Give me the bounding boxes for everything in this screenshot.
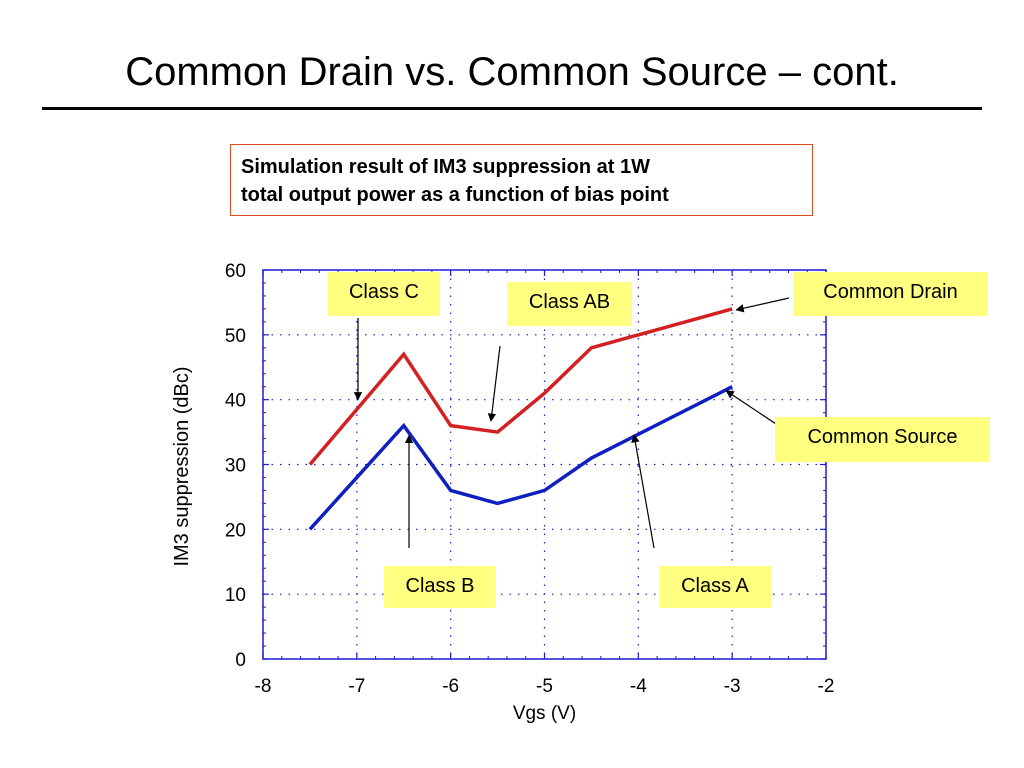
x-tick-label: -3 <box>724 676 741 697</box>
x-tick-label: -6 <box>442 676 459 697</box>
slide-title: Common Drain vs. Common Source – cont. <box>125 50 899 94</box>
chart-series <box>308 307 733 531</box>
callout-common-drain: Common Drain <box>793 272 988 316</box>
y-tick-label: 60 <box>225 261 246 282</box>
x-tick-label: -8 <box>255 676 272 697</box>
y-tick-label: 0 <box>235 650 246 671</box>
y-axis-label: IM3 suppression (dBc) <box>171 366 193 566</box>
y-tick-label: 30 <box>225 456 246 477</box>
callout-arrows <box>353 297 790 549</box>
caption-line-2: total output power as a function of bias… <box>241 184 669 206</box>
callout-class-c: Class C <box>328 272 440 316</box>
arrow-class-ab <box>487 345 501 422</box>
caption-line-1: Simulation result of IM3 suppression at … <box>241 156 650 178</box>
callout-class-b: Class B <box>384 566 496 608</box>
arrow-common-drain <box>735 297 790 313</box>
x-tick-label: -4 <box>630 676 647 697</box>
x-tick-label: -7 <box>348 676 365 697</box>
caption-box: Simulation result of IM3 suppression at … <box>230 144 813 216</box>
callout-class-a: Class A <box>659 566 771 608</box>
arrow-common-source <box>725 390 783 429</box>
y-tick-label: 10 <box>225 585 246 606</box>
series-line-common-drain <box>308 307 733 466</box>
y-tick-label: 20 <box>225 520 246 541</box>
chart-ticks: -8 -7 -6 -5 -4 -3 -2 0 10 20 30 40 50 60 <box>225 261 835 697</box>
y-tick-label: 40 <box>225 391 246 412</box>
series-line-common-source <box>308 385 733 531</box>
y-tick-label: 50 <box>225 326 246 347</box>
callout-common-source: Common Source <box>775 417 990 462</box>
title-divider <box>42 107 982 110</box>
x-tick-label: -2 <box>818 676 835 697</box>
x-axis-label: Vgs (V) <box>513 703 576 724</box>
callout-class-ab: Class AB <box>507 282 632 326</box>
x-tick-label: -5 <box>536 676 553 697</box>
arrow-class-a <box>631 434 655 549</box>
